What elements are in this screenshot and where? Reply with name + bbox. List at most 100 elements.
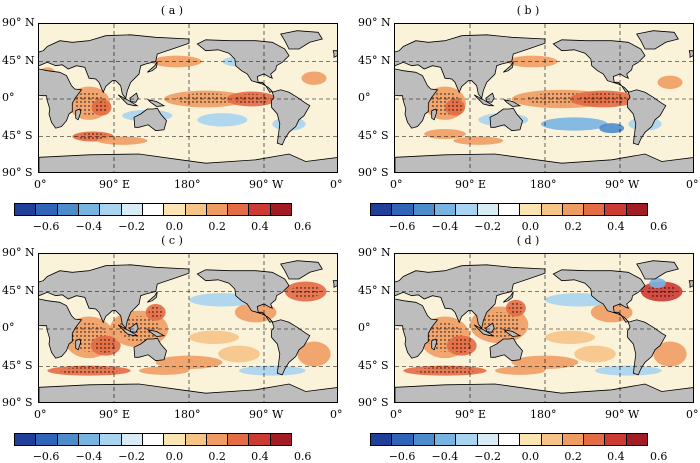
land-mass [146,329,166,337]
land-mass [133,107,167,132]
anomaly-region [97,136,148,145]
anomaly-region [189,330,239,344]
colorbar-ticks: −0.6 −0.4 −0.2 0.0 0.2 0.4 0.6 [14,220,312,233]
map-panel-a: ( a ) 90° N 45° N 0° 45° S 90° S 0° 90° E 180° 90… [2,0,343,233]
lat-tick-label: 90° N [358,246,391,259]
land-mass [395,153,693,172]
land-mass [39,153,337,172]
significance-stipple [59,367,119,375]
land-mass [39,68,83,129]
anomaly-region [507,55,558,68]
lon-tick-label: 90° E [455,408,487,421]
land-mass [117,324,139,337]
colorbar-tick-label: 0.2 [208,220,226,233]
colorbar-swatch [164,204,186,215]
land-mass [196,269,290,323]
colorbar-tick-label: 0.2 [564,450,582,463]
lon-tick-label: 90° W [605,408,640,421]
significance-stipple [448,101,462,114]
land-mass [395,383,693,402]
colorbar-swatch [228,204,250,215]
land-mass [502,99,522,107]
colorbar-tick-label: −0.6 [388,220,416,233]
colorbar-swatch [541,204,563,215]
anomaly-region [657,75,683,89]
significance-stipple [148,306,163,319]
colorbar-swatch [371,204,393,215]
colorbar-tick-label: 0.4 [251,450,269,463]
lon-tick-label: 180° [530,178,557,191]
anomaly-region [599,123,625,134]
colorbar-swatch [36,204,58,215]
significance-stipple [508,302,523,314]
land-mass [431,338,438,351]
land-mass [431,108,438,121]
colorbar-swatch [142,204,165,215]
anomaly-region [424,129,466,139]
colorbar-tick-label: 0.6 [649,220,668,233]
colorbar-tick-label: 0.0 [521,220,540,233]
anomaly-region [151,55,202,68]
map-svg [395,24,693,172]
land-mass [485,322,495,333]
significance-stipple [580,93,627,105]
land-mass [627,319,667,376]
map-svg [39,254,337,402]
colorbar-tick-label: 0.0 [521,450,540,463]
colorbar-swatch [456,434,478,445]
lat-tick-label: 90° N [2,16,35,29]
anomaly-region [139,366,189,375]
map-svg [39,24,337,172]
land-mass [473,324,495,337]
lon-tick-label: 180° [174,178,201,191]
significance-stipple [176,93,235,105]
land-mass [552,269,646,323]
colorbar-swatch [392,434,414,445]
land-mass [39,383,337,402]
colorbar-tick-label: −0.6 [388,450,416,463]
land-mass [75,108,82,121]
colorbar-swatch [584,204,606,215]
colorbar-tick-label: −0.6 [32,450,60,463]
colorbar-swatch [477,204,499,215]
colorbar-tick-label: 0.4 [607,220,625,233]
colorbar-tick-label: −0.4 [431,220,459,233]
colorbar-swatch [100,434,122,445]
colorbar-tick-label: −0.6 [32,220,60,233]
anomaly-region [540,117,608,131]
land-mass [133,337,167,362]
colorbar-tick-label: −0.2 [474,220,501,233]
colorbar-swatch [121,434,143,445]
lon-tick-label: 0° [390,178,403,191]
anomaly-region [301,71,327,85]
colorbar-swatch [626,434,648,445]
lat-tick-label: 90° S [2,396,33,409]
land-mass [332,280,337,288]
colorbar-tick-label: 0.0 [165,450,184,463]
lat-tick-label: 90° N [358,16,391,29]
lat-tick-label: 45° N [2,53,35,67]
land-mass [129,92,139,103]
land-mass [503,61,514,73]
lat-tick-label: 45° S [358,128,389,142]
land-mass [688,280,693,288]
colorbar-swatch [100,204,122,215]
lon-tick-label: 90° W [249,178,284,191]
colorbar-swatch [142,434,165,445]
colorbar-swatch [185,434,207,445]
significance-stipple [78,133,108,140]
colorbar-tick-label: −0.2 [118,220,145,233]
lat-tick-label: 45° N [358,53,391,67]
map-panel-c: ( c ) 90° N 45° N 0° 45° S 90° S 0° 90° E 180° 90… [2,230,343,463]
colorbar-swatch [498,204,521,215]
colorbar-tick-label: −0.2 [474,450,501,463]
colorbar-swatch [206,434,229,445]
colorbar-swatch [562,434,585,445]
colorbar-swatch [434,204,457,215]
land-mass [280,30,323,50]
anomaly-region [239,365,306,376]
land-mass [485,92,495,103]
panel-label: ( a ) [160,4,184,17]
colorbar-ticks: −0.6 −0.4 −0.2 0.0 0.2 0.4 0.6 [370,220,668,233]
colorbar-swatch [270,204,292,215]
